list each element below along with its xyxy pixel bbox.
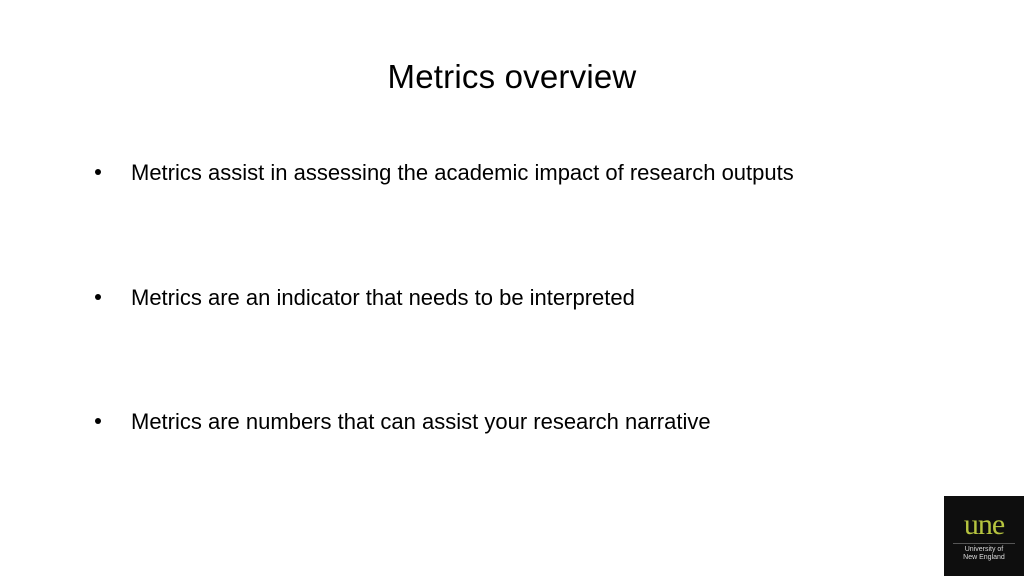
bullet-dot-icon	[95, 294, 101, 300]
list-item: Metrics assist in assessing the academic…	[95, 158, 945, 188]
bullet-list: Metrics assist in assessing the academic…	[95, 158, 945, 532]
bullet-dot-icon	[95, 418, 101, 424]
logo-sub-text: University of New England	[953, 543, 1015, 563]
logo-sub-line2: New England	[963, 554, 1005, 561]
logo: une University of New England	[944, 496, 1024, 576]
slide: Metrics overview Metrics assist in asses…	[0, 0, 1024, 576]
bullet-text: Metrics are numbers that can assist your…	[131, 407, 711, 437]
slide-title: Metrics overview	[0, 58, 1024, 96]
bullet-text: Metrics assist in assessing the academic…	[131, 158, 794, 188]
list-item: Metrics are an indicator that needs to b…	[95, 283, 945, 313]
logo-sub-line1: University of	[965, 546, 1004, 553]
logo-main-text: une	[964, 510, 1004, 540]
list-item: Metrics are numbers that can assist your…	[95, 407, 945, 437]
bullet-dot-icon	[95, 169, 101, 175]
bullet-text: Metrics are an indicator that needs to b…	[131, 283, 635, 313]
